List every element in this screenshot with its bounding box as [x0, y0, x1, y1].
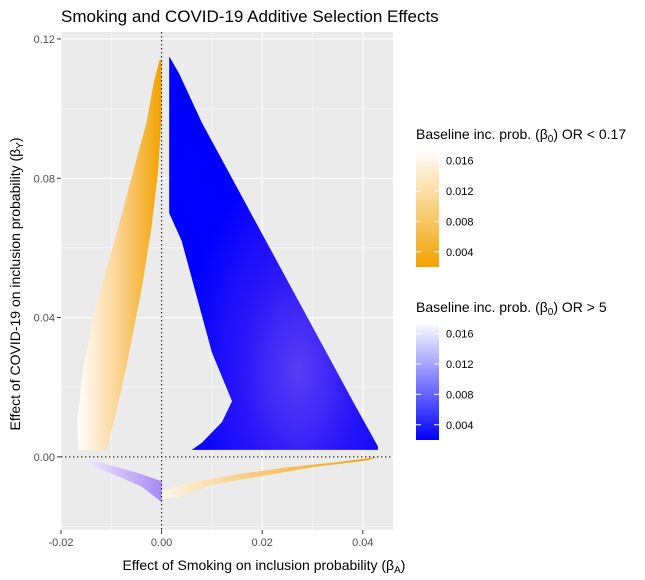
legend-tick-label: 0.016 [446, 155, 474, 167]
legend-blue: Baseline inc. prob. (β0) OR > 5 0.0040.0… [416, 299, 607, 440]
y-tick-label: 0.08 [34, 173, 55, 185]
region-blue-lower-left [83, 458, 162, 503]
legend-tick-label: 0.008 [446, 389, 474, 401]
x-axis-title: Effect of Smoking on inclusion probabili… [123, 557, 406, 576]
zero-reference-lines [61, 32, 393, 530]
region-blue-upper-right [169, 56, 378, 450]
chart-title: Smoking and COVID-19 Additive Selection … [61, 7, 439, 26]
x-tick-label: 0.02 [252, 537, 273, 549]
x-tick-label: 0.00 [151, 537, 172, 549]
legend-tick-label: 0.016 [446, 328, 474, 340]
y-tick-label: 0.04 [34, 313, 55, 325]
legend-blue-colorbar [416, 322, 439, 440]
legend-tick-label: 0.008 [446, 216, 474, 228]
y-tick-label: 0.12 [34, 34, 55, 46]
legend-blue-title: Baseline inc. prob. (β0) OR > 5 [416, 299, 607, 318]
region-orange-upper-left [77, 59, 162, 450]
legend-tick-label: 0.012 [446, 359, 474, 371]
y-axis-ticks: 0.00 0.04 0.08 0.12 [34, 34, 61, 464]
legend-tick-label: 0.004 [446, 247, 474, 259]
legend-blue-ticks: 0.004 0.008 0.012 0.016 [416, 328, 474, 432]
region-orange-lower-right [161, 456, 378, 499]
y-axis-title: Effect of COVID-19 on inclusion probabil… [7, 137, 26, 430]
legend-orange: Baseline inc. prob. (β0) OR < 0.17 0.004… [416, 126, 626, 267]
selection-regions [77, 56, 378, 503]
x-tick-label: -0.02 [48, 537, 73, 549]
legend-tick-label: 0.004 [446, 420, 474, 432]
x-tick-label: 0.04 [352, 537, 373, 549]
legend-tick-label: 0.012 [446, 186, 474, 198]
legend-orange-ticks: 0.004 0.008 0.012 0.016 [416, 155, 474, 259]
legend-orange-title: Baseline inc. prob. (β0) OR < 0.17 [416, 126, 626, 145]
y-tick-label: 0.00 [34, 452, 55, 464]
legend-orange-colorbar [416, 149, 439, 267]
x-axis-ticks: -0.02 0.00 0.02 0.04 [48, 530, 374, 549]
